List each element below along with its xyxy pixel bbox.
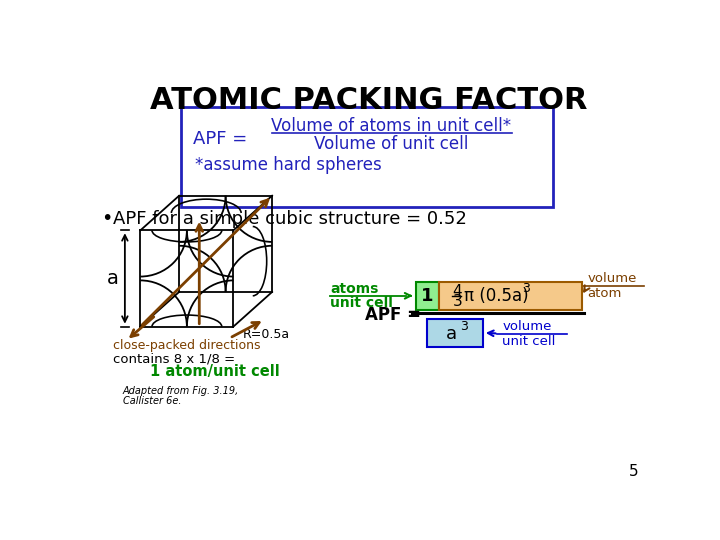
Text: 1: 1: [421, 287, 433, 305]
Text: contains 8 x 1/8 =: contains 8 x 1/8 =: [113, 353, 235, 366]
FancyBboxPatch shape: [415, 282, 438, 309]
Text: *assume hard spheres: *assume hard spheres: [194, 156, 382, 174]
Text: 3: 3: [523, 282, 531, 295]
Text: R=0.5a: R=0.5a: [243, 328, 289, 341]
Text: Callister 6e.: Callister 6e.: [122, 395, 181, 406]
Text: volume: volume: [503, 320, 552, 333]
Text: unit cell: unit cell: [503, 335, 556, 348]
Text: ATOMIC PACKING FACTOR: ATOMIC PACKING FACTOR: [150, 86, 588, 116]
Text: •: •: [102, 210, 113, 228]
Text: Adapted from Fig. 3.19,: Adapted from Fig. 3.19,: [122, 386, 239, 395]
Text: unit cell: unit cell: [330, 296, 393, 310]
Text: 4: 4: [453, 285, 462, 300]
Text: Volume of atoms in unit cell*: Volume of atoms in unit cell*: [271, 117, 510, 134]
Text: close-packed directions: close-packed directions: [113, 339, 261, 353]
Text: π (0.5a): π (0.5a): [464, 287, 529, 305]
Text: 5: 5: [629, 464, 639, 479]
Text: 1 atom/unit cell: 1 atom/unit cell: [150, 364, 280, 379]
Text: atom: atom: [588, 287, 622, 300]
FancyBboxPatch shape: [438, 282, 582, 309]
Text: a: a: [446, 325, 457, 342]
Text: 3: 3: [460, 320, 468, 333]
Text: APF =: APF =: [365, 306, 421, 324]
Text: a: a: [107, 269, 119, 288]
Text: volume: volume: [588, 272, 637, 285]
Text: 3: 3: [453, 294, 462, 309]
Text: Volume of unit cell: Volume of unit cell: [313, 135, 468, 153]
Text: APF =: APF =: [193, 130, 253, 148]
Text: atoms: atoms: [330, 282, 379, 296]
FancyBboxPatch shape: [427, 319, 483, 347]
FancyBboxPatch shape: [181, 107, 554, 207]
Text: APF for a simple cubic structure = 0.52: APF for a simple cubic structure = 0.52: [113, 210, 467, 228]
